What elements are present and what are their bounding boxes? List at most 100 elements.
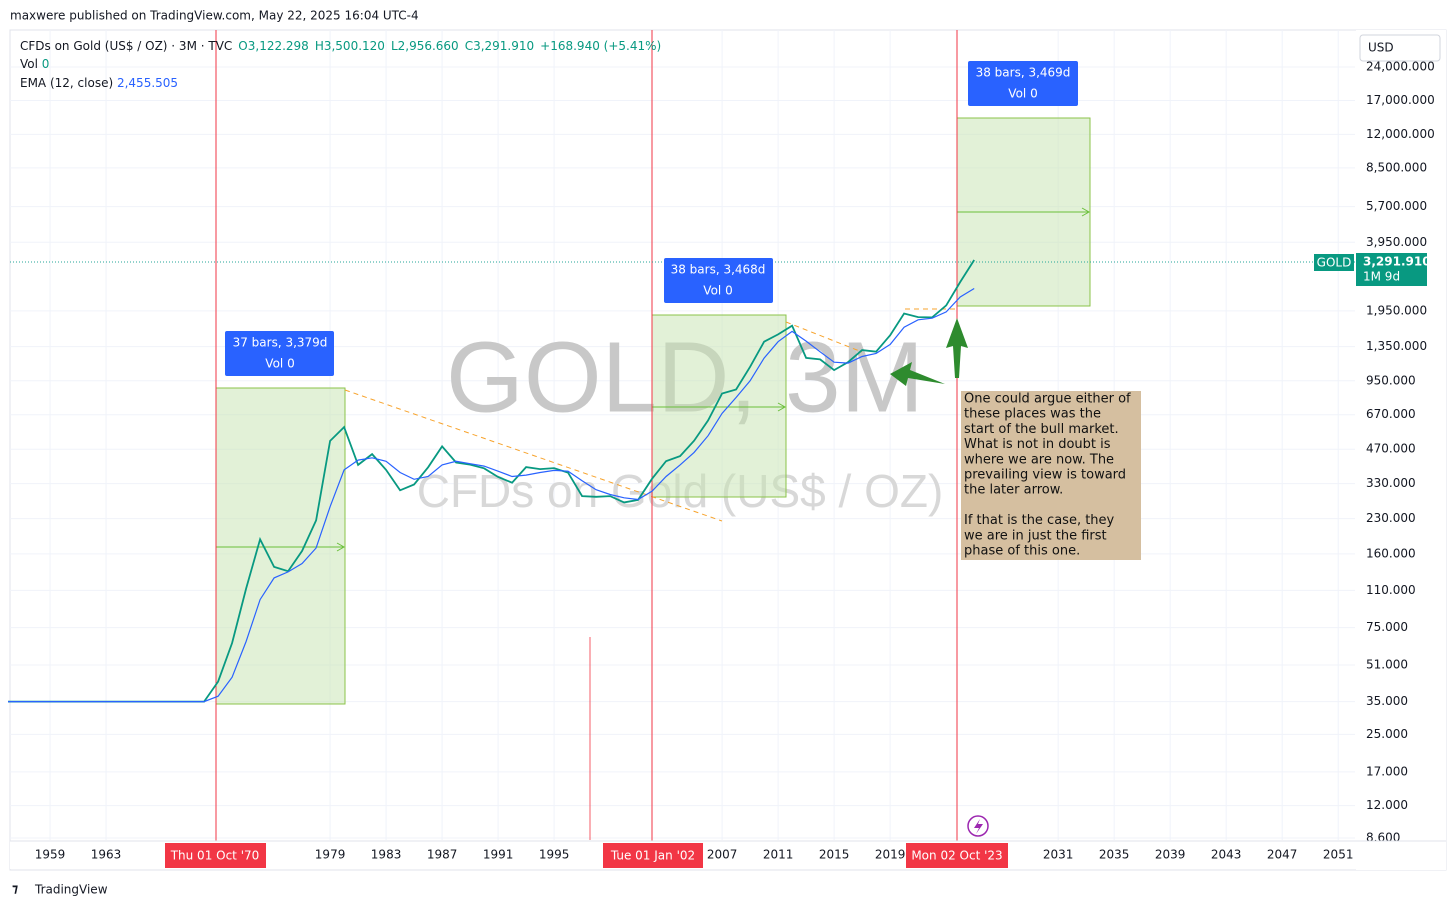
x-tick-label: 2011 (763, 848, 794, 862)
range-label-text: Vol 0 (1008, 87, 1037, 101)
x-tick-label: 1963 (91, 848, 122, 862)
y-tick-label: 1,950.000 (1366, 303, 1427, 317)
x-axis: 1959 1963 1979 1983 1987 1991 1995 2007 2011 2015… (35, 848, 1354, 862)
x-tick-label: 2035 (1099, 848, 1130, 862)
y-tick-label: 17,000.000 (1366, 93, 1435, 107)
event-icon-bolt (974, 819, 983, 834)
y-tick-label: 75.000 (1366, 620, 1408, 634)
date-label (906, 843, 1008, 868)
symbol-tag-text: GOLD (1317, 256, 1352, 270)
logo-mark: ⁊ (12, 882, 18, 896)
arrow (946, 318, 968, 378)
x-tick-label: 2015 (819, 848, 850, 862)
trend-line (344, 389, 723, 522)
publisher: maxwere published on TradingView.com, Ma… (10, 9, 419, 23)
price-tag-countdown: 1M 9d (1363, 270, 1400, 284)
y-tick-label: 3,950.000 (1366, 235, 1427, 249)
y-axis: 24,000.000 17,000.000 12,000.000 8,500.000 5… (1366, 59, 1435, 844)
range-label (225, 331, 334, 376)
y-tick-label: 12,000.000 (1366, 127, 1435, 141)
legend-low: L2,956.660 (391, 39, 459, 53)
range-label-text: 38 bars, 3,468d (671, 263, 766, 277)
y-tick-label: 230.000 (1366, 511, 1416, 525)
range-box (651, 314, 787, 498)
event-icon[interactable] (967, 815, 989, 837)
y-tick-label: 330.000 (1366, 476, 1416, 490)
y-tick-label: 160.000 (1366, 546, 1416, 560)
range-label-text: 38 bars, 3,469d (976, 66, 1071, 80)
legend-close: C3,291.910 (465, 39, 534, 53)
legend-change: +168.940 (+5.41%) (540, 39, 661, 53)
legend-symbol: CFDs on Gold (US$ / OZ) · 3M · TVC (20, 39, 232, 53)
date-label-text: Tue 01 Jan '02 (610, 849, 695, 863)
annotation-line: If that is the case, they (964, 513, 1115, 528)
date-label (603, 843, 703, 868)
price-axis (1356, 30, 1446, 870)
y-tick-label: 470.000 (1366, 442, 1416, 456)
currency-button[interactable] (1359, 34, 1441, 62)
x-tick-label: 1991 (483, 848, 514, 862)
x-tick-label: 1983 (371, 848, 402, 862)
annotation-line: where we are now. The (964, 452, 1114, 467)
legend-line: CFDs on Gold (US$ / OZ) · 3M · TVC O3,122… (20, 39, 661, 53)
x-tick-label: 1979 (315, 848, 346, 862)
ema-line (8, 287, 975, 703)
range-label (664, 258, 773, 303)
symbol-tag (1314, 254, 1354, 271)
legend-vol: Vol 0 (20, 57, 49, 71)
range-label-text: Vol 0 (703, 284, 732, 298)
legend-ema-label: EMA (12, close) (20, 76, 113, 90)
x-tick-label: 2047 (1267, 848, 1298, 862)
legend-open: O3,122.298 (238, 39, 309, 53)
y-tick-label: 25.000 (1366, 727, 1408, 741)
annotation-line: What is not in doubt is (964, 437, 1111, 452)
annotation-line: we are in just the first (964, 528, 1107, 543)
y-tick-label: 24,000.000 (1366, 59, 1435, 73)
x-tick-label: 1995 (539, 848, 570, 862)
y-tick-label: 5,700.000 (1366, 199, 1427, 213)
date-label-text: Mon 02 Oct '23 (911, 849, 1002, 863)
legend-vol-label: Vol (20, 57, 38, 71)
legend-high: H3,500.120 (315, 39, 385, 53)
y-tick-label: 8,500.000 (1366, 160, 1427, 174)
price-tag (1356, 253, 1427, 286)
annotation-box (961, 391, 1141, 560)
y-tick-label: 51.000 (1366, 658, 1408, 672)
y-tick-label: 670.000 (1366, 407, 1416, 421)
y-tick-label: 110.000 (1366, 583, 1416, 597)
x-tick-label: 2031 (1043, 848, 1074, 862)
arrow (890, 362, 945, 386)
y-tick-label: 35.000 (1366, 694, 1408, 708)
y-tick-label: 12.000 (1366, 798, 1408, 812)
annotation-line: phase of this one. (964, 544, 1080, 559)
series (8, 259, 975, 703)
annotation-line: these places was the (964, 407, 1101, 422)
range-arrow-head (777, 402, 787, 412)
range-arrow-head (1081, 207, 1091, 217)
date-label-text: Thu 01 Oct '70 (170, 849, 260, 863)
currency[interactable]: USD (1368, 41, 1394, 55)
trend-line (785, 321, 863, 353)
range-label (968, 61, 1078, 106)
legend-ema: EMA (12, close) 2,455.505 (20, 76, 178, 90)
annotation-line: One could argue either of (964, 392, 1131, 407)
annotation-line: the later arrow. (964, 483, 1063, 498)
x-tick-label: 2043 (1211, 848, 1242, 862)
annotation-line: start of the bull market. (964, 422, 1119, 437)
price-tag-text: 3,291.910 (1363, 255, 1431, 269)
y-tick-label: 950.000 (1366, 373, 1416, 387)
range-box (215, 387, 346, 705)
x-tick-label: 2051 (1323, 848, 1354, 862)
x-tick-label: 2019 (875, 848, 906, 862)
y-tick-label: 17.000 (1366, 764, 1408, 778)
x-tick-label: 1959 (35, 848, 66, 862)
x-tick-label: 2007 (707, 848, 738, 862)
annotation-line: prevailing view is toward (964, 468, 1126, 483)
date-label (165, 843, 266, 868)
y-tick-label: 1,350.000 (1366, 339, 1427, 353)
range-label-text: Vol 0 (265, 357, 294, 371)
x-tick-label: 2039 (1155, 848, 1186, 862)
range-label-text: 37 bars, 3,379d (233, 336, 328, 350)
